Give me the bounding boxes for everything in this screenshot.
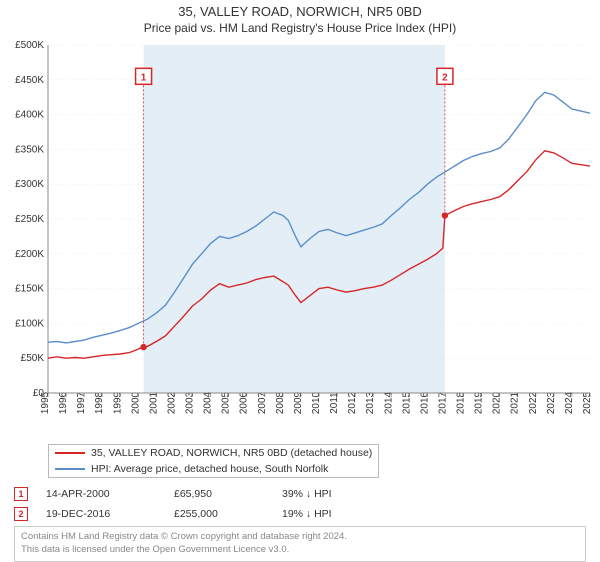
x-tick-label: 2019 [474, 391, 485, 414]
x-tick-label: 2006 [239, 391, 250, 414]
transaction-date: 19-DEC-2016 [46, 508, 156, 520]
x-tick-label: 1999 [112, 391, 123, 414]
x-tick-label: 2021 [510, 391, 521, 414]
transaction-row: 2 19-DEC-2016 £255,000 19% ↓ HPI [14, 504, 402, 524]
legend-swatch [55, 452, 85, 454]
marker-dot [442, 212, 448, 218]
y-tick-label: £50K [21, 353, 45, 364]
transaction-price: £65,950 [174, 488, 264, 500]
y-tick-label: £400K [15, 110, 44, 121]
x-tick-label: 1995 [40, 391, 51, 414]
transaction-marker: 1 [14, 487, 28, 501]
x-tick-label: 2008 [275, 391, 286, 414]
y-tick-label: £500K [15, 41, 44, 51]
marker-box-label: 2 [442, 72, 448, 83]
x-tick-label: 2004 [203, 391, 214, 414]
chart-svg: £0£50K£100K£150K£200K£250K£300K£350K£400… [0, 41, 600, 441]
y-tick-label: £250K [15, 214, 44, 225]
x-tick-label: 2017 [437, 391, 448, 414]
x-tick-label: 2020 [492, 391, 503, 414]
x-tick-label: 1998 [94, 391, 105, 414]
y-tick-label: £450K [15, 75, 44, 86]
y-tick-label: £150K [15, 284, 44, 295]
legend-label: HPI: Average price, detached house, Sout… [91, 463, 328, 475]
y-tick-label: £300K [15, 179, 44, 190]
x-tick-label: 1997 [76, 391, 87, 414]
transaction-pct: 19% ↓ HPI [282, 508, 402, 520]
x-tick-label: 2007 [257, 391, 268, 414]
credit-line-1: Contains HM Land Registry data © Crown c… [21, 531, 579, 544]
transaction-table: 1 14-APR-2000 £65,950 39% ↓ HPI 2 19-DEC-2016… [14, 484, 402, 524]
x-tick-label: 2000 [130, 391, 141, 414]
x-tick-label: 2003 [185, 391, 196, 414]
transaction-row: 1 14-APR-2000 £65,950 39% ↓ HPI [14, 484, 402, 504]
x-tick-label: 2001 [148, 391, 159, 414]
x-tick-label: 2013 [365, 391, 376, 414]
x-tick-label: 2002 [166, 391, 177, 414]
x-tick-label: 1996 [58, 391, 69, 414]
transaction-date: 14-APR-2000 [46, 488, 156, 500]
marker-dot [140, 344, 146, 350]
x-tick-label: 2014 [383, 391, 394, 414]
x-tick-label: 2005 [221, 391, 232, 414]
x-tick-label: 2010 [311, 391, 322, 414]
legend-row: HPI: Average price, detached house, Sout… [49, 461, 378, 477]
y-tick-label: £100K [15, 318, 44, 329]
chart-area: £0£50K£100K£150K£200K£250K£300K£350K£400… [0, 41, 600, 441]
legend-swatch [55, 468, 85, 470]
x-tick-label: 2024 [564, 391, 575, 414]
x-tick-label: 2025 [582, 391, 593, 414]
x-tick-label: 2016 [419, 391, 430, 414]
x-tick-label: 2015 [401, 391, 412, 414]
x-tick-label: 2009 [293, 391, 304, 414]
transaction-pct: 39% ↓ HPI [282, 488, 402, 500]
y-tick-label: £350K [15, 144, 44, 155]
credit-line-2: This data is licensed under the Open Gov… [21, 544, 579, 557]
x-tick-label: 2011 [329, 392, 340, 414]
x-tick-label: 2018 [456, 391, 467, 414]
credit-box: Contains HM Land Registry data © Crown c… [14, 526, 586, 562]
legend-row: 35, VALLEY ROAD, NORWICH, NR5 0BD (detac… [49, 445, 378, 461]
legend-label: 35, VALLEY ROAD, NORWICH, NR5 0BD (detac… [91, 447, 372, 459]
y-tick-label: £200K [15, 249, 44, 260]
chart-title: 35, VALLEY ROAD, NORWICH, NR5 0BD [0, 0, 600, 19]
transaction-price: £255,000 [174, 508, 264, 520]
x-tick-label: 2012 [347, 391, 358, 414]
x-tick-label: 2022 [528, 391, 539, 414]
marker-box-label: 1 [141, 72, 147, 83]
legend: 35, VALLEY ROAD, NORWICH, NR5 0BD (detac… [48, 444, 379, 478]
transaction-marker: 2 [14, 507, 28, 521]
x-tick-label: 2023 [546, 391, 557, 414]
chart-subtitle: Price paid vs. HM Land Registry's House … [0, 19, 600, 41]
